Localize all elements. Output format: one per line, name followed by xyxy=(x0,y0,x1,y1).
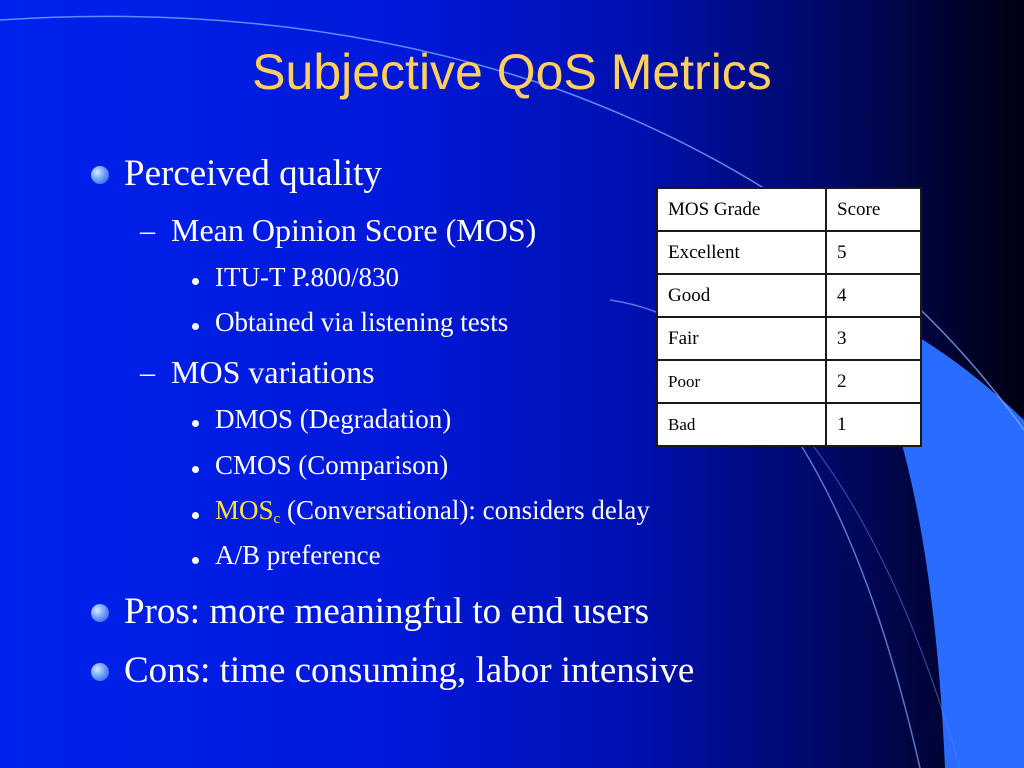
bullet-itu: ITU-T P.800/830 xyxy=(215,262,400,292)
mosc-label: MOSc xyxy=(215,495,281,527)
bullet-dmos: DMOS (Degradation) xyxy=(215,404,452,434)
table-row: Poor 2 xyxy=(656,359,922,404)
small-dot-icon xyxy=(192,278,199,285)
score-cell: 5 xyxy=(825,230,922,275)
table-row: Excellent 5 xyxy=(656,230,922,275)
table-row: Good 4 xyxy=(656,273,922,318)
bullet-dot-icon xyxy=(91,604,109,622)
dash-icon: – xyxy=(140,356,155,389)
table-header-row: MOS Grade Score xyxy=(656,187,922,232)
small-dot-icon xyxy=(192,323,199,330)
header-score: Score xyxy=(825,187,922,232)
table-row: Bad 1 xyxy=(656,402,922,447)
bullet-cmos: CMOS (Comparison) xyxy=(215,450,449,480)
bullet-mos-variations: MOS variations xyxy=(171,354,375,390)
grade-cell: Bad xyxy=(656,402,827,447)
bullet-cons: Cons: time consuming, labor intensive xyxy=(124,650,695,691)
grade-cell: Fair xyxy=(656,316,827,361)
bullet-listening-tests: Obtained via listening tests xyxy=(215,307,509,337)
small-dot-icon xyxy=(192,557,199,564)
table-row: Fair 3 xyxy=(656,316,922,361)
bullet-ab-preference: A/B preference xyxy=(215,540,381,570)
small-dot-icon xyxy=(192,466,199,473)
mos-table: MOS Grade Score Excellent 5 Good 4 Fair … xyxy=(656,187,922,447)
score-cell: 1 xyxy=(825,402,922,447)
grade-cell: Excellent xyxy=(656,230,827,275)
slide-title: Subjective QoS Metrics xyxy=(252,44,772,100)
grade-cell: Poor xyxy=(656,359,827,404)
bright-blue-curve xyxy=(840,300,1024,768)
score-cell: 4 xyxy=(825,273,922,318)
header-mos-grade: MOS Grade xyxy=(656,187,827,232)
score-cell: 3 xyxy=(825,316,922,361)
mosc-description: (Conversational): considers delay xyxy=(280,495,650,525)
small-dot-icon xyxy=(192,420,199,427)
small-dot-icon xyxy=(192,512,199,519)
bullet-mosc: MOSc (Conversational): considers delay xyxy=(215,495,650,528)
bullet-dot-icon xyxy=(91,663,109,681)
bullet-dot-icon xyxy=(91,166,109,184)
bullet-perceived-quality: Perceived quality xyxy=(124,153,382,194)
bullet-mos: Mean Opinion Score (MOS) xyxy=(171,212,537,248)
grade-cell: Good xyxy=(656,273,827,318)
score-cell: 2 xyxy=(825,359,922,404)
bullet-pros: Pros: more meaningful to end users xyxy=(124,591,650,632)
dash-icon: – xyxy=(140,214,155,247)
